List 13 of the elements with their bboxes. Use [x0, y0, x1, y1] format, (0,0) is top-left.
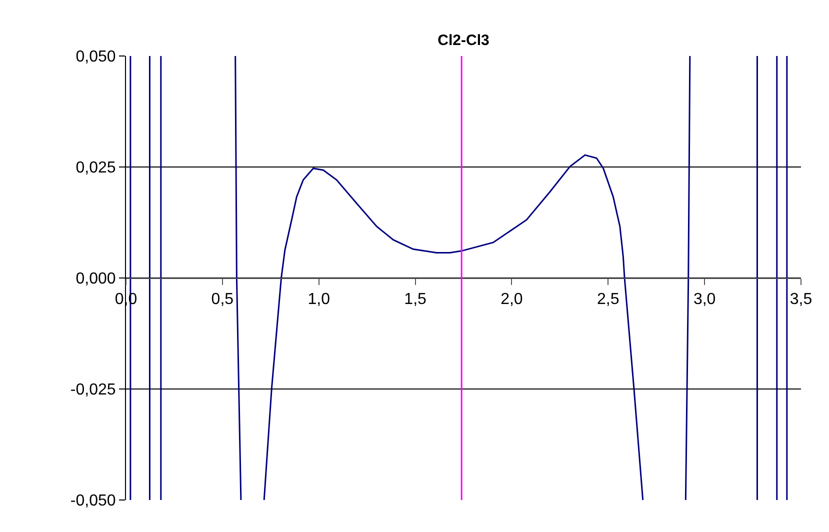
chart-title: Cl2-Cl3 [438, 32, 490, 50]
x-tick-label: 1,0 [308, 291, 330, 308]
x-tick-label: 2,5 [597, 291, 620, 308]
x-tick-label: 1,5 [404, 291, 427, 308]
y-tick-label: -0,050 [70, 492, 116, 510]
y-tick-label: 0,025 [76, 160, 116, 177]
y-tick-label: 0,050 [76, 48, 116, 66]
x-tick-label: 3,0 [693, 291, 716, 308]
y-tick-label: 0,000 [76, 270, 116, 288]
x-tick-label: 0,5 [211, 291, 234, 308]
x-tick-label: 3,5 [790, 291, 812, 308]
x-tick-label: 2,0 [500, 291, 523, 308]
y-tick-label: -0,025 [70, 382, 116, 399]
